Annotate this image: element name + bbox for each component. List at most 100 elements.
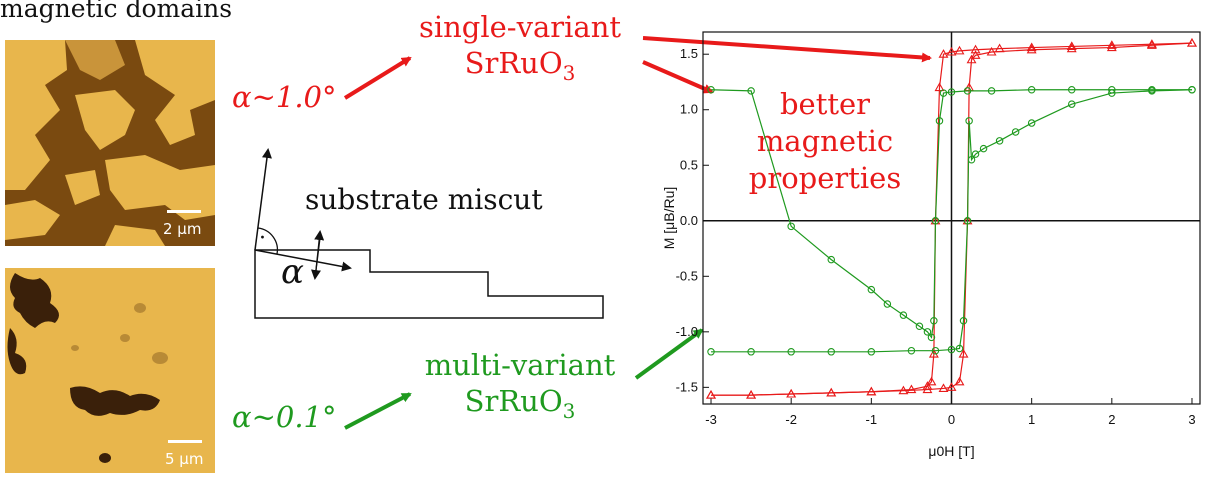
data-point-circle	[967, 155, 976, 164]
x-tick-label: -3	[705, 412, 717, 427]
substrate-steps	[254, 249, 604, 319]
domain-image-bottom-svg	[5, 268, 215, 473]
data-point-circle	[747, 348, 755, 356]
material-sub-red: 3	[562, 60, 576, 85]
data-point-triangle	[922, 384, 933, 394]
y-tick-label: -1.5	[676, 379, 698, 394]
data-point-circle	[1027, 85, 1036, 94]
data-point-circle	[707, 348, 715, 356]
data-point-circle	[931, 346, 940, 355]
data-point-triangle	[970, 44, 981, 54]
data-point-triangle	[1066, 41, 1077, 50]
substrate-miscut-label: substrate miscut	[305, 183, 543, 216]
data-point-circle	[931, 217, 940, 225]
data-point-circle	[987, 87, 996, 95]
data-point-circle	[747, 87, 755, 95]
data-point-circle	[1108, 89, 1116, 97]
arrow-alpha-low	[344, 392, 412, 430]
domain-image-top-svg	[5, 40, 215, 246]
data-point-circle	[787, 222, 795, 231]
hysteresis-chart: -3 -2 -1 0 1 2 3 -1.5 -1.0 -0.5 0.0 0.5 1.0 1.5 μ0H [T…	[661, 31, 1201, 459]
data-point-triangle	[866, 386, 877, 396]
better-line3: properties	[748, 161, 902, 195]
data-point-circle	[1188, 85, 1196, 94]
data-point-triangle	[1066, 43, 1077, 53]
data-point-circle	[1027, 119, 1036, 127]
data-point-circle	[1148, 87, 1156, 95]
data-point-circle	[899, 311, 908, 319]
arrow-to-better	[642, 60, 714, 94]
data-point-triangle	[1106, 40, 1117, 49]
multi-variant-label: multi-variant SrRuO3	[405, 348, 635, 423]
data-point-triangle	[1146, 39, 1157, 48]
schematic-alpha: α	[281, 252, 304, 292]
data-point-circle	[1067, 85, 1076, 94]
page-title: magnetic domains	[0, 0, 233, 23]
multi-variant-text: multi-variant	[424, 348, 616, 382]
alpha-low-label: α~0.1°	[232, 400, 337, 434]
y-tick-label: 0.0	[680, 213, 698, 228]
x-axis-title: μ0H [T]	[928, 443, 974, 459]
data-point-circle	[965, 117, 973, 125]
data-point-triangle	[954, 45, 965, 55]
miscut-vector	[254, 249, 352, 272]
data-point-triangle	[958, 348, 969, 358]
data-point-triangle	[966, 54, 977, 64]
scale-label-bottom: 5 µm	[165, 450, 204, 468]
data-point-circle	[827, 348, 836, 356]
alpha-high-label: α~1.0°	[232, 80, 337, 114]
x-tick-label: -1	[866, 412, 878, 427]
better-properties-label: better magnetic properties	[715, 86, 935, 197]
data-point-circle	[867, 348, 876, 356]
better-line2: magnetic	[756, 124, 894, 158]
y-axis-title: M [μB/Ru]	[661, 187, 677, 250]
data-point-circle	[1011, 128, 1020, 136]
multi-variant-material: SrRuO3	[405, 384, 635, 423]
data-point-triangle	[1106, 42, 1117, 52]
data-point-triangle	[1187, 37, 1197, 47]
better-line1: better	[779, 87, 871, 121]
data-point-circle	[930, 316, 938, 325]
single-variant-material: SrRuO3	[405, 46, 635, 85]
y-tick-label: 1.5	[680, 46, 698, 61]
x-tick-label: 1	[1028, 412, 1035, 427]
data-point-circle	[963, 217, 972, 225]
data-point-triangle	[938, 49, 949, 58]
data-point-triangle	[934, 82, 945, 92]
y-tick-label: -1.0	[676, 324, 698, 339]
data-point-circle	[939, 89, 948, 97]
data-point-triangle	[926, 376, 937, 386]
right-angle-arc	[257, 227, 279, 255]
series-line-1	[710, 89, 1192, 339]
data-point-circle	[979, 144, 988, 153]
data-point-triangle	[954, 376, 965, 386]
alpha-arrow-down	[311, 237, 321, 280]
data-point-circle	[959, 316, 968, 325]
data-point-triangle	[898, 385, 909, 395]
series-line-1	[711, 89, 1193, 353]
data-point-triangle	[946, 46, 957, 56]
y-tick-label: -0.5	[676, 268, 698, 283]
data-point-circle	[927, 333, 936, 342]
data-point-circle	[827, 255, 836, 264]
data-point-circle	[787, 348, 795, 356]
data-point-circle	[1067, 100, 1076, 108]
arrow-alpha-high	[343, 56, 412, 100]
data-point-circle	[915, 322, 924, 331]
data-point-circle	[955, 344, 964, 353]
data-point-circle	[995, 137, 1004, 145]
arrow-to-single-curve	[642, 36, 932, 63]
domain-image-single-variant: 2 µm	[5, 40, 215, 246]
x-tick-label: 2	[1108, 412, 1115, 427]
x-tick-label: -2	[785, 412, 797, 427]
domain-image-multi-variant: 5 µm	[5, 268, 215, 473]
data-point-triangle	[706, 390, 716, 399]
data-point-circle	[935, 117, 944, 125]
material-text-red: SrRuO	[464, 46, 563, 80]
data-point-circle	[923, 328, 932, 336]
data-point-circle	[963, 87, 972, 95]
scale-label-top: 2 µm	[163, 220, 202, 238]
data-point-triangle	[938, 383, 949, 393]
single-variant-text: single-variant	[418, 10, 622, 44]
series-line-0	[711, 42, 1193, 396]
